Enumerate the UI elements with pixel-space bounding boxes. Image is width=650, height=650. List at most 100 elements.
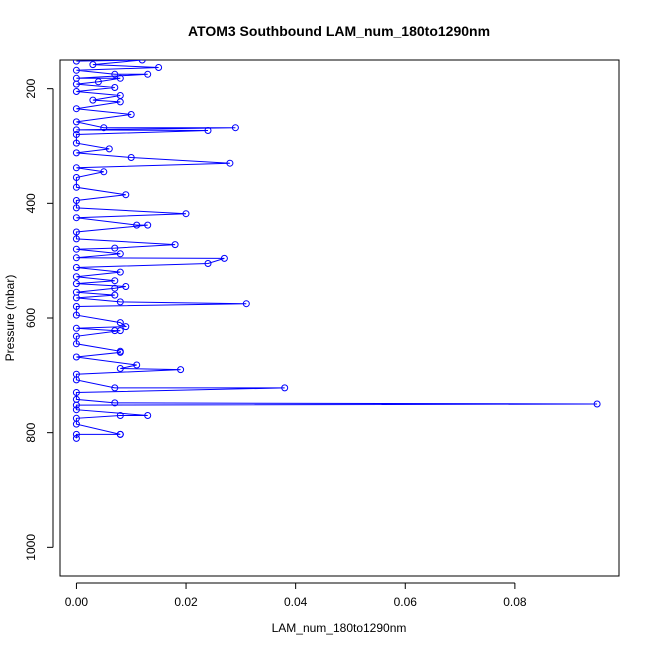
plot-frame	[59, 59, 620, 577]
data-point	[72, 174, 80, 181]
data-point	[138, 60, 146, 64]
y-axis: 200 400 600 800 1000	[24, 78, 54, 561]
data-point	[111, 84, 119, 91]
data-point	[204, 127, 212, 134]
data-point	[116, 319, 124, 327]
data-point	[111, 244, 119, 252]
data-point	[72, 149, 80, 157]
x-tick-label: 0.06	[394, 595, 418, 609]
data-point	[72, 353, 80, 361]
data-point	[171, 241, 179, 249]
data-point	[72, 88, 80, 95]
data-point	[72, 204, 80, 212]
data-point	[72, 311, 80, 319]
data-point	[111, 399, 119, 407]
data-point	[127, 154, 135, 161]
data-point	[593, 400, 601, 408]
data-point	[111, 291, 119, 299]
data-point	[111, 70, 119, 78]
data-point	[144, 412, 152, 419]
series-group	[72, 60, 601, 442]
y-tick-label: 1000	[24, 534, 38, 561]
data-point	[127, 111, 135, 118]
series-line	[75, 60, 598, 439]
data-point	[72, 389, 80, 396]
data-point	[72, 66, 80, 74]
data-point	[72, 245, 80, 253]
data-point	[72, 264, 80, 271]
data-point	[144, 70, 152, 78]
data-layer	[72, 60, 601, 442]
data-point	[133, 361, 141, 369]
data-point	[133, 221, 141, 229]
data-point	[242, 300, 250, 308]
data-point	[72, 294, 80, 302]
x-axis-label: LAM_num_180to1290nm	[272, 621, 407, 635]
data-point	[72, 118, 80, 126]
data-point	[231, 124, 239, 132]
data-point	[94, 78, 102, 86]
x-tick-label: 0.08	[503, 595, 527, 609]
data-point	[72, 434, 80, 442]
data-point	[177, 366, 185, 374]
data-point	[72, 406, 80, 414]
data-point	[220, 254, 228, 262]
data-point	[122, 323, 130, 331]
data-point	[111, 277, 119, 285]
data-point	[281, 384, 289, 392]
data-point	[116, 298, 124, 306]
data-point	[72, 332, 80, 340]
data-point	[116, 268, 124, 276]
data-point	[116, 430, 124, 438]
data-point	[72, 131, 80, 138]
data-point	[204, 260, 212, 267]
data-point	[111, 284, 119, 292]
x-axis: 0.00 0.02 0.04 0.06 0.08	[65, 582, 527, 609]
data-point	[144, 221, 152, 229]
data-point	[72, 273, 80, 281]
y-tick-label: 600	[24, 308, 38, 328]
data-point	[72, 164, 80, 172]
data-point	[116, 74, 124, 82]
data-point	[116, 348, 124, 356]
data-point	[182, 210, 190, 218]
data-point	[89, 61, 97, 69]
data-point	[100, 168, 108, 176]
data-point	[111, 384, 119, 392]
data-point	[72, 420, 80, 428]
data-point	[72, 126, 80, 134]
chart-title: ATOM3 Southbound LAM_num_180to1290nm	[188, 23, 490, 39]
data-point	[72, 376, 80, 384]
data-point	[89, 96, 97, 104]
data-point	[155, 64, 163, 71]
data-point	[116, 327, 124, 335]
x-tick-label: 0.02	[174, 595, 198, 609]
data-point	[226, 159, 234, 167]
data-point	[72, 139, 80, 147]
data-point	[100, 124, 108, 132]
data-point	[72, 254, 80, 262]
data-point	[122, 283, 130, 290]
data-point	[122, 191, 130, 199]
data-point	[105, 145, 113, 153]
y-axis-label: Pressure (mbar)	[3, 275, 17, 362]
data-point	[72, 280, 80, 288]
data-point	[72, 80, 80, 88]
y-tick-label: 800	[24, 422, 38, 442]
data-point	[72, 401, 80, 409]
data-point	[72, 60, 80, 65]
x-tick-label: 0.04	[284, 595, 308, 609]
y-tick-label: 400	[24, 193, 38, 213]
data-point	[116, 250, 124, 258]
data-point	[72, 235, 80, 243]
data-point	[72, 303, 80, 310]
data-point	[72, 214, 80, 222]
data-point	[116, 412, 124, 419]
y-tick-label: 200	[24, 78, 38, 98]
data-point	[72, 430, 80, 438]
data-point	[116, 98, 124, 106]
data-point	[72, 340, 80, 348]
data-point	[72, 197, 80, 204]
data-point	[72, 183, 80, 191]
data-point	[72, 105, 80, 113]
